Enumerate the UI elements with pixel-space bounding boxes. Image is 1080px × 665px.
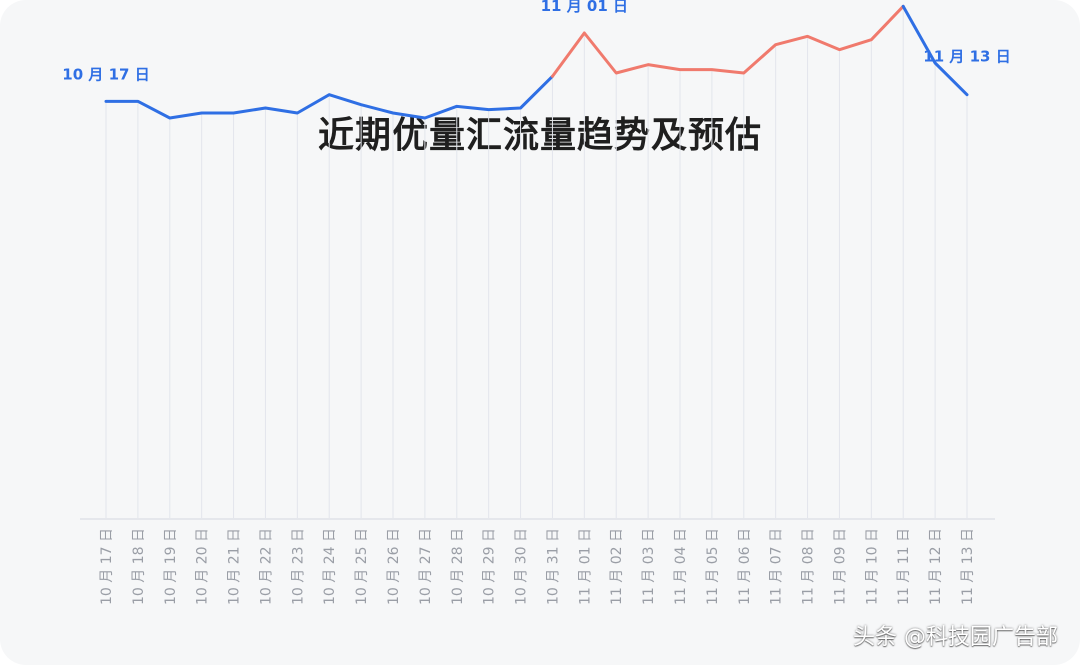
x-tick-label: 11 月 05 日	[705, 528, 721, 605]
point-annotations: 10 月 17 日11 月 01 日11 月 11 日11 月 13 日	[62, 0, 1010, 83]
x-tick-label: 10 月 25 日	[354, 528, 370, 605]
x-tick-label: 10 月 20 日	[195, 528, 211, 605]
series-lines	[104, 4, 969, 120]
x-tick-label: 10 月 22 日	[258, 528, 274, 605]
data-label: 11 月 13 日	[923, 48, 1010, 66]
x-tick-label: 10 月 31 日	[545, 528, 561, 605]
x-tick-label: 11 月 06 日	[737, 528, 753, 605]
x-tick-label: 11 月 04 日	[673, 528, 689, 605]
x-tick-label: 10 月 28 日	[450, 528, 466, 605]
x-tick-label: 11 月 02 日	[609, 528, 625, 605]
x-tick-label: 11 月 11 日	[896, 528, 912, 605]
series-line-segment	[901, 4, 969, 97]
data-label: 11 月 01 日	[541, 0, 628, 15]
series-line-segment	[104, 74, 554, 120]
x-tick-label: 10 月 30 日	[514, 528, 530, 605]
x-tick-label: 11 月 13 日	[960, 528, 976, 605]
data-label: 10 月 17 日	[62, 65, 149, 83]
x-tick-label: 11 月 03 日	[641, 528, 657, 605]
x-tick-label: 10 月 24 日	[322, 528, 338, 605]
x-tick-labels: 10 月 17 日 10 月 18 日 10 月 19 日 10 月 20 日 10 月…	[99, 528, 976, 605]
series-line-segment	[550, 4, 905, 78]
watermark-text: 头条 @科技园广告部	[853, 625, 1058, 650]
x-tick-label: 10 月 17 日	[99, 528, 115, 605]
x-tick-label: 10 月 23 日	[290, 528, 306, 605]
x-tick-label: 11 月 07 日	[769, 528, 785, 605]
x-tick-label: 10 月 18 日	[131, 528, 147, 605]
x-tick-label: 10 月 29 日	[482, 528, 498, 605]
x-tick-label: 10 月 19 日	[163, 528, 179, 605]
x-tick-label: 10 月 21 日	[227, 528, 243, 605]
x-tick-label: 10 月 27 日	[418, 528, 434, 605]
x-tick-label: 11 月 12 日	[928, 528, 944, 605]
x-tick-label: 11 月 09 日	[832, 528, 848, 605]
x-tick-label: 10 月 26 日	[386, 528, 402, 605]
x-tick-label: 11 月 08 日	[801, 528, 817, 605]
x-tick-label: 11 月 01 日	[577, 528, 593, 605]
grid-lines	[105, 6, 968, 518]
x-tick-label: 11 月 10 日	[864, 528, 880, 605]
chart-title: 近期优量汇流量趋势及预估	[317, 115, 762, 156]
